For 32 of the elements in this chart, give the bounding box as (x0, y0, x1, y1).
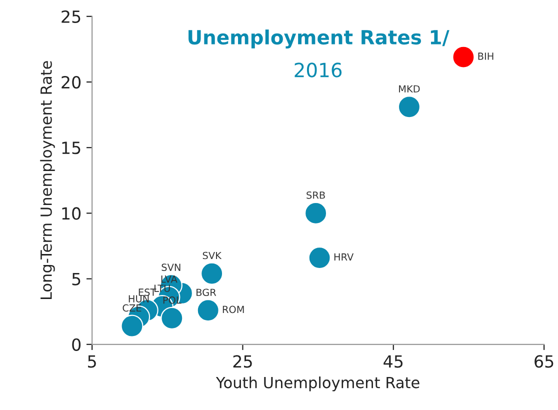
point (304, 202, 328, 225)
y-tick-label: 0 (72, 338, 81, 351)
text: 2016 (294, 62, 342, 78)
annotation: EST (138, 288, 156, 296)
point (120, 314, 144, 338)
point (160, 306, 184, 330)
x-axis-title: Youth Unemployment Rate (216, 376, 420, 392)
point (398, 96, 421, 118)
y-tick-label: 15 (62, 142, 80, 154)
annotation: SRB (306, 191, 325, 199)
point (308, 246, 331, 270)
y-tick-label: 10 (62, 207, 81, 220)
annotation: SVK (202, 252, 222, 260)
y-tick-label: 5 (72, 272, 80, 286)
annotation: SVN (162, 264, 180, 271)
point (200, 262, 224, 285)
point (196, 298, 220, 322)
annotation: MKD (399, 85, 420, 92)
annotation: BGR (196, 288, 216, 296)
point (452, 46, 475, 68)
y-tick-label: 20 (62, 76, 81, 89)
annotation: BIH (478, 52, 494, 60)
x-tick-label: 25 (233, 355, 252, 368)
annotation: HRV (334, 253, 354, 260)
x-tick-label: 65 (534, 355, 554, 368)
text: Unemployment Rates 1/ (188, 30, 450, 48)
y-tick-label: 25 (62, 10, 80, 23)
annotation: ROM (222, 306, 244, 314)
x-tick-label: 45 (384, 355, 403, 368)
y-axis-title: Long-Term Unemployment Rate (40, 61, 55, 300)
annotation: HUN (128, 295, 149, 302)
x-tick-label: 5 (88, 355, 96, 368)
